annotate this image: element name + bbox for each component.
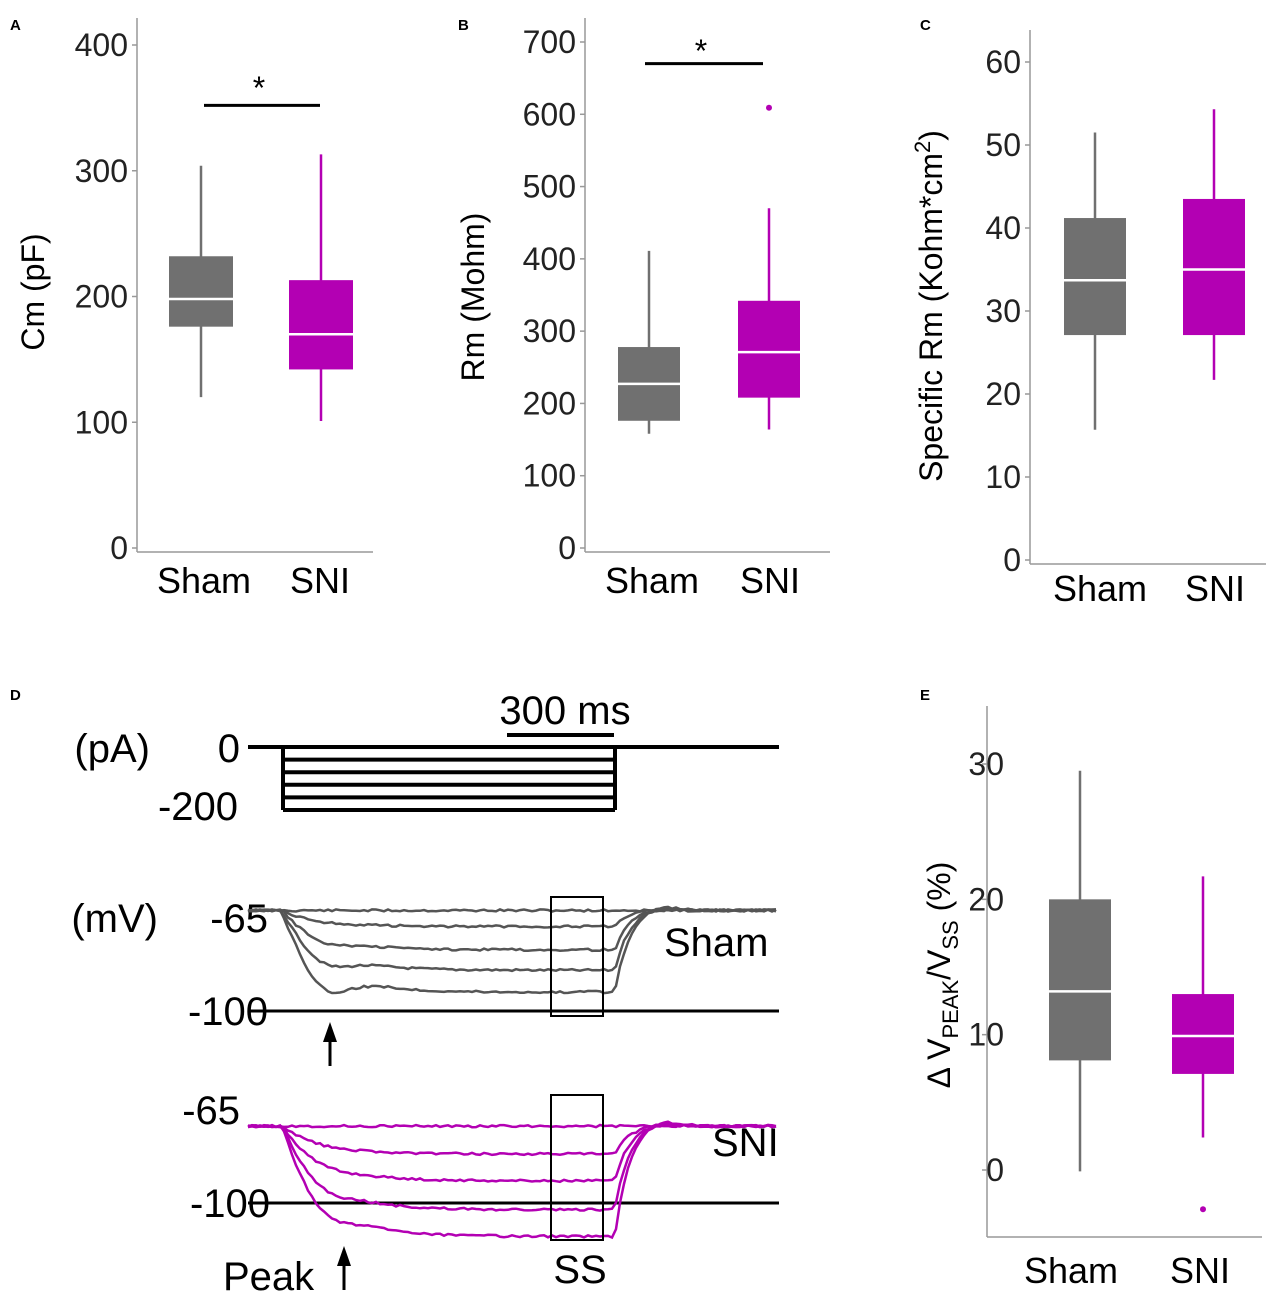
sni-trace-label: SNI bbox=[712, 1121, 779, 1165]
panel-a-ytick-label: 200 bbox=[75, 279, 128, 315]
current-unit-label: (pA) bbox=[74, 727, 150, 771]
scale-bar-label: 300 ms bbox=[499, 689, 630, 733]
sni-voltage-traces bbox=[247, 1120, 777, 1240]
sham-trace bbox=[247, 905, 777, 995]
panel-e-label: E bbox=[920, 687, 930, 704]
panel-a-label: A bbox=[10, 17, 21, 34]
panel-a-xtick-sni: SNI bbox=[290, 560, 350, 601]
panel-c-plot: 0 10 20 30 40 50 60 bbox=[985, 30, 1266, 578]
panel-a-ytick-label: 400 bbox=[75, 27, 128, 63]
panel-d: D 300 ms (pA) 0 -200 (mV) -65 -100 Sham … bbox=[10, 687, 779, 1299]
sham-voltage-traces bbox=[247, 905, 777, 995]
panel-b-ytick-label: 700 bbox=[523, 24, 576, 60]
panel-a-sni-box bbox=[289, 280, 353, 370]
panel-e-ylabel: Δ VPEAK/VSS (%) bbox=[921, 862, 963, 1089]
panel-c-ytick-label: 20 bbox=[985, 376, 1021, 412]
panel-e-ytick-label: 20 bbox=[968, 881, 1004, 917]
current-min-label: -200 bbox=[158, 785, 238, 829]
sni-ss-window bbox=[550, 1094, 604, 1241]
panel-a-plot: 0 100 200 300 400 bbox=[75, 18, 373, 566]
sni-peak-arrow bbox=[337, 1246, 351, 1290]
sham-ss-window bbox=[550, 896, 604, 1017]
panel-e-sham-box bbox=[1049, 899, 1111, 1061]
panel-b-ytick-label: 0 bbox=[558, 530, 576, 566]
panel-b-ytick-label: 400 bbox=[523, 241, 576, 277]
panel-c-sni-box bbox=[1183, 198, 1245, 336]
panel-a: A 0 100 200 300 400 Cm (pF) Sham SNI * bbox=[10, 17, 373, 601]
sham-voltage-unit: (mV) bbox=[71, 897, 158, 941]
panel-a-ytick-label: 100 bbox=[75, 404, 128, 440]
panel-b-ylabel: Rm (Mohm) bbox=[455, 213, 491, 382]
panel-c-ytick-label: 40 bbox=[985, 210, 1021, 246]
panel-c-ytick-label: 10 bbox=[985, 459, 1021, 495]
panel-e-plot: 0 10 20 30 bbox=[968, 706, 1262, 1238]
current-zero-label: 0 bbox=[218, 727, 240, 771]
panel-c-label: C bbox=[920, 17, 931, 34]
panel-b-ytick-label: 500 bbox=[523, 169, 576, 205]
panel-c-xtick-sni: SNI bbox=[1185, 568, 1245, 609]
sham-trace-label: Sham bbox=[664, 921, 769, 965]
panel-b-sni-box bbox=[738, 300, 800, 398]
panel-c-sham-box bbox=[1064, 218, 1126, 336]
panel-a-significance-star: * bbox=[253, 70, 265, 106]
panel-b-ytick-label: 100 bbox=[523, 458, 576, 494]
panel-b-ytick-label: 200 bbox=[523, 385, 576, 421]
panel-c-ytick-label: 60 bbox=[985, 44, 1021, 80]
panel-e-xtick-sham: Sham bbox=[1024, 1250, 1118, 1291]
panel-b-xtick-sni: SNI bbox=[740, 560, 800, 601]
panel-e-ytick-label: 10 bbox=[968, 1017, 1004, 1053]
panel-e: E 0 10 20 30 Δ VPEAK/VSS (%) Sham SNI bbox=[920, 687, 1262, 1291]
panel-b-ytick-label: 300 bbox=[523, 313, 576, 349]
sni-trace bbox=[247, 1120, 777, 1240]
panel-a-ylabel: Cm (pF) bbox=[15, 233, 51, 350]
current-step-protocol bbox=[248, 745, 779, 812]
sni-level-65: -65 bbox=[182, 1089, 240, 1133]
panel-b-ytick-label: 600 bbox=[523, 96, 576, 132]
panel-d-label: D bbox=[10, 687, 21, 704]
panel-a-xtick-sham: Sham bbox=[157, 560, 251, 601]
panel-c-ytick-label: 50 bbox=[985, 127, 1021, 163]
panel-c-ytick-label: 0 bbox=[1003, 542, 1021, 578]
ss-label: SS bbox=[553, 1248, 606, 1292]
panel-e-xtick-sni: SNI bbox=[1170, 1250, 1230, 1291]
panel-b-significance-star: * bbox=[695, 33, 707, 69]
sni-trace bbox=[247, 1123, 777, 1157]
panel-a-sham-box bbox=[169, 256, 233, 327]
panel-e-ytick-label: 0 bbox=[986, 1152, 1004, 1188]
panel-b-sni-outlier bbox=[766, 104, 772, 111]
sham-level-65: -65 bbox=[210, 897, 268, 941]
sham-peak-arrow bbox=[323, 1022, 337, 1066]
panel-c: C 0 10 20 30 40 50 60 Specific Rm (Kohm*cm2) S… bbox=[910, 17, 1266, 609]
panel-c-xtick-sham: Sham bbox=[1053, 568, 1147, 609]
panel-c-ytick-label: 30 bbox=[985, 293, 1021, 329]
sni-trace bbox=[247, 1122, 777, 1212]
panel-c-ylabel: Specific Rm (Kohm*cm2) bbox=[910, 130, 949, 482]
sham-trace bbox=[248, 906, 777, 973]
panel-e-sni-outlier bbox=[1200, 1206, 1206, 1213]
panel-b-label: B bbox=[458, 17, 469, 34]
panel-e-ytick-label: 30 bbox=[968, 746, 1004, 782]
panel-a-ytick-label: 300 bbox=[75, 153, 128, 189]
panel-a-ytick-label: 0 bbox=[110, 530, 128, 566]
panel-b-xtick-sham: Sham bbox=[605, 560, 699, 601]
panel-e-sni-box bbox=[1172, 994, 1234, 1074]
panel-b-plot: 0 100 200 300 400 500 600 700 bbox=[523, 18, 830, 566]
peak-label: Peak bbox=[223, 1255, 315, 1299]
